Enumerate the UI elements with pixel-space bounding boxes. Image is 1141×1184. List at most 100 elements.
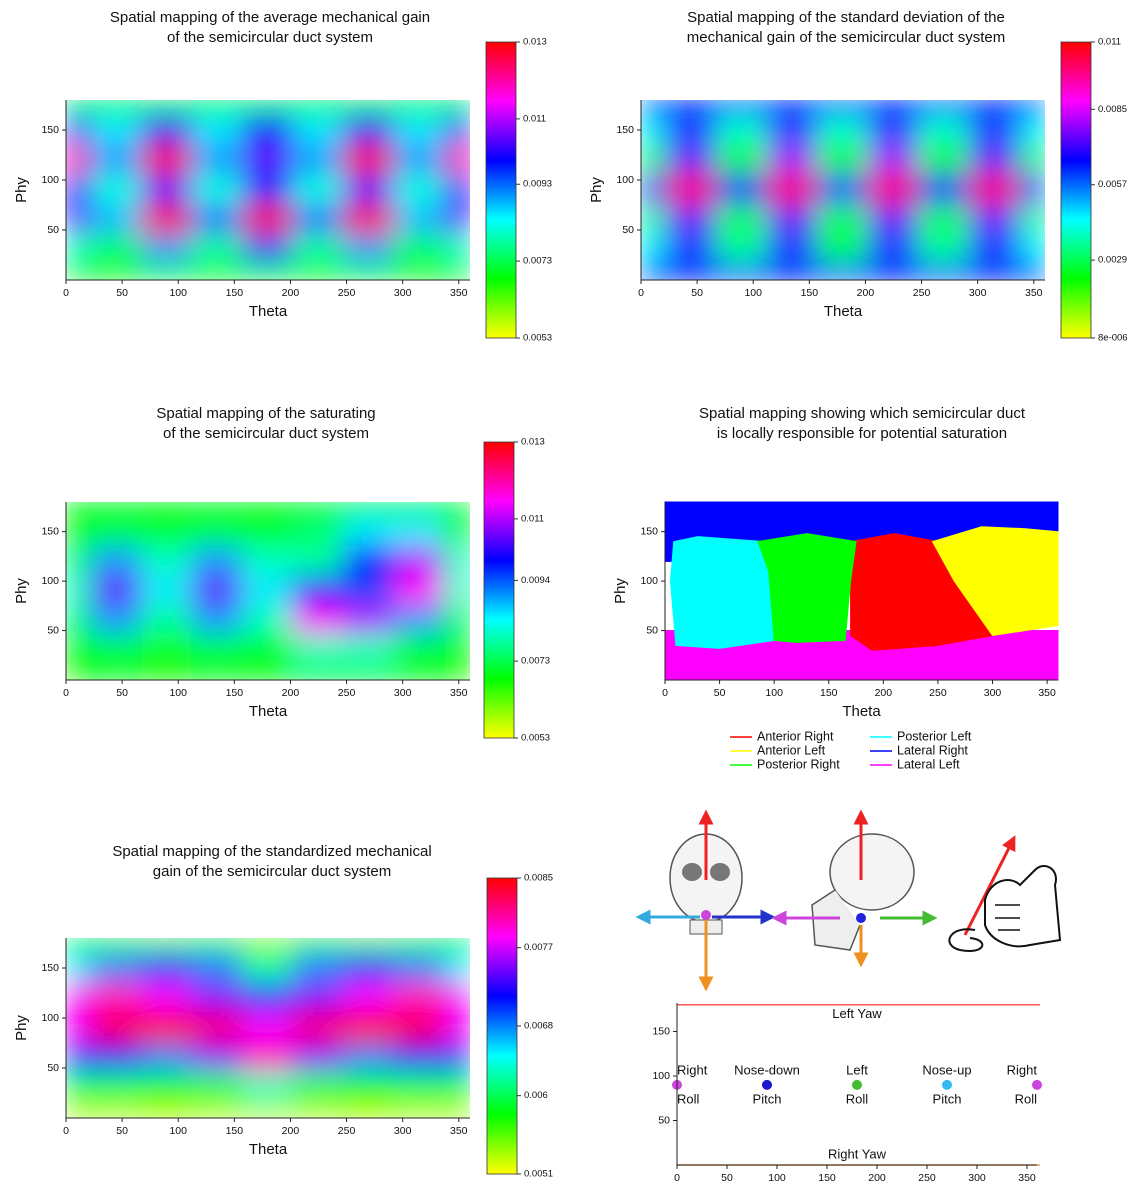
heatmap-cell: [140, 1072, 194, 1104]
heatmap-cell: [66, 664, 93, 680]
colorbar-tick-label: 0.006: [524, 1090, 548, 1101]
y-axis-label: Phy: [612, 578, 629, 604]
heatmap-cell: [191, 1012, 244, 1044]
heatmap-cell: [140, 1042, 194, 1074]
heatmap-cell: [66, 952, 93, 984]
colorbar: [483, 441, 515, 739]
x-tick-label: 150: [226, 1125, 244, 1137]
heatmap-cell: [241, 1042, 295, 1074]
heatmap-cell: [665, 144, 718, 176]
x-axis-label: Theta: [842, 703, 881, 720]
x-tick-label: 0: [63, 687, 69, 699]
heatmap-cell: [867, 144, 920, 176]
x-tick-label: 300: [394, 287, 412, 299]
x-tick-label: 50: [116, 1125, 128, 1137]
heatmap-cell: [393, 575, 446, 607]
x-tick-label: 50: [691, 287, 703, 299]
y-tick-label: 150: [41, 962, 59, 974]
colorbar-tick-label: 0.013: [523, 37, 547, 48]
heatmap-cell: [292, 938, 345, 954]
heatmap-cell: [140, 634, 194, 667]
colorbar-tick-label: 8e-006: [1098, 333, 1128, 344]
heatmap-cell: [292, 1072, 345, 1104]
heatmap-cell: [292, 204, 345, 236]
heatmap-cell: [766, 174, 819, 206]
heatmap: [66, 502, 470, 680]
x-tick-label: 100: [169, 287, 187, 299]
heatmap-cell: [342, 634, 396, 667]
heatmap-cell: [917, 114, 971, 146]
heatmap-cell: [241, 1102, 295, 1118]
heatmap-cell: [90, 234, 143, 266]
x-tick-label: 0: [674, 1172, 680, 1184]
y-axis-label: Phy: [13, 177, 30, 203]
legend-label: Posterior Left: [897, 729, 972, 743]
heatmap-cell: [241, 234, 295, 266]
heatmap-cell: [715, 144, 769, 176]
x-tick-label: 50: [116, 287, 128, 299]
heatmap-cell: [443, 938, 470, 954]
heatmap-cell: [393, 1042, 446, 1074]
heatmap-cell: [443, 1072, 470, 1104]
heatmap-cell: [140, 1012, 194, 1044]
heatmap-cell: [90, 634, 143, 667]
x-tick-label: 0: [63, 287, 69, 299]
heatmap-cell: [393, 1102, 446, 1118]
heatmap-cell: [393, 100, 446, 116]
heatmap-cell: [443, 575, 470, 607]
heatmap-cell: [90, 502, 143, 518]
heatmap-cell: [292, 982, 345, 1014]
x-tick-label: 200: [282, 287, 300, 299]
colorbar-tick-label: 0.011: [1098, 37, 1121, 48]
heatmap-cell: [90, 938, 143, 954]
heatmap-cell: [292, 575, 345, 607]
heatmap-cell: [90, 1042, 143, 1074]
heatmap-cell: [867, 264, 920, 280]
heatmap-cell: [443, 264, 470, 280]
heatmap-cell: [641, 234, 668, 266]
colorbar-tick-label: 0.0073: [523, 256, 552, 267]
heatmap-cell: [66, 515, 93, 548]
y-tick-label: 150: [41, 525, 59, 537]
heatmap-cell: [816, 144, 870, 176]
colorbar-tick-label: 0.0085: [524, 873, 553, 884]
chart-title: of the semicircular duct system: [163, 425, 369, 442]
chart-title: Spatial mapping of the average mechanica…: [110, 9, 430, 26]
heatmap-cell: [342, 604, 396, 637]
x-tick-label: 300: [394, 687, 412, 699]
point-label: Nose-up: [922, 1062, 971, 1077]
x-tick-label: 50: [714, 687, 726, 699]
heatmap: [641, 100, 1045, 280]
heatmap-cell: [443, 1102, 470, 1118]
heatmap-cell: [66, 604, 93, 637]
heatmap-cell: [342, 1042, 396, 1074]
heatmap-cell: [917, 234, 971, 266]
heatmap-cell: [342, 114, 396, 146]
heatmap-cell: [140, 952, 194, 984]
x-tick-label: 300: [984, 687, 1002, 699]
y-tick-label: 100: [41, 174, 59, 186]
heatmap-cell: [816, 204, 870, 236]
heatmap-cell: [292, 1012, 345, 1044]
heatmap: [66, 100, 470, 280]
heatmap-cell: [140, 982, 194, 1014]
x-tick-label: 0: [662, 687, 668, 699]
chart-title: is locally responsible for potential sat…: [717, 425, 1007, 442]
y-tick-label: 150: [652, 1025, 670, 1037]
x-tick-label: 350: [1018, 1172, 1036, 1184]
heatmap-cell: [816, 174, 870, 206]
x-tick-label: 250: [918, 1172, 936, 1184]
heatmap-cell: [342, 952, 396, 984]
x-tick-label: 150: [801, 287, 819, 299]
heatmap-cell: [715, 100, 769, 116]
heatmap-cell: [292, 545, 345, 578]
x-tick-label: 0: [638, 287, 644, 299]
x-tick-label: 150: [226, 687, 244, 699]
heatmap-cell: [443, 114, 470, 146]
heatmap-cell: [443, 1012, 470, 1044]
heatmap-cell: [715, 174, 769, 206]
x-tick-label: 300: [394, 1125, 412, 1137]
heatmap-cell: [665, 204, 718, 236]
heatmap-cell: [641, 100, 668, 116]
